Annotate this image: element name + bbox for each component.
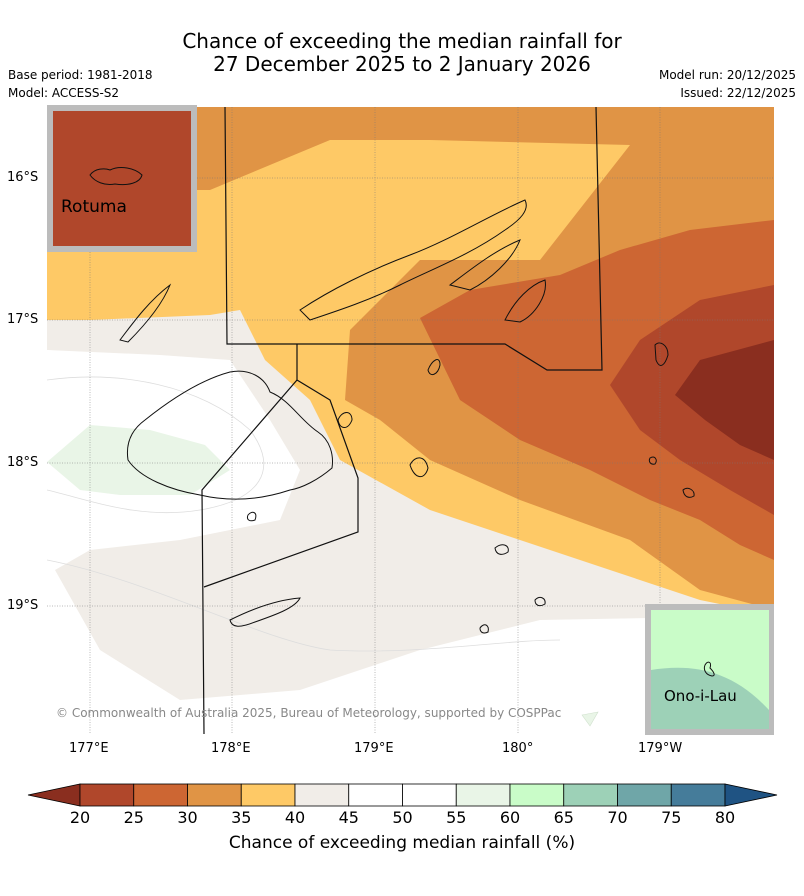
- model-name: Model: ACCESS-S2: [8, 86, 120, 100]
- ono-i-lau-inset: [645, 604, 774, 735]
- contour-line: [47, 376, 265, 514]
- colorbar-tick-label: 80: [714, 808, 736, 827]
- colorbar-tick-label: 20: [69, 808, 91, 827]
- band-25-30: [420, 220, 774, 560]
- band-below-20: [675, 340, 774, 460]
- model-run: Model run: 20/12/2025: [658, 68, 796, 82]
- issued-date: Issued: 22/12/2025: [680, 86, 796, 100]
- island-small: [534, 596, 546, 607]
- colorbar-swatch: [455, 783, 511, 807]
- region-boundaries: [201, 107, 603, 734]
- colorbar-tick-label: 25: [123, 808, 144, 827]
- rotuma-inset: [47, 105, 197, 252]
- colorbar-tick-label: 55: [446, 808, 467, 827]
- colorbar-swatch: [187, 783, 242, 807]
- colorbar-tick-label: 60: [499, 808, 521, 827]
- title-line-2: 27 December 2025 to 2 January 2026: [213, 52, 591, 76]
- lat-label: 19°S: [7, 598, 39, 613]
- island-small: [247, 511, 257, 522]
- lakeba: [654, 342, 669, 366]
- green-speck: [581, 711, 599, 727]
- island-small: [427, 359, 441, 376]
- ono-island: [703, 661, 715, 677]
- yasawa: [119, 283, 172, 343]
- colorbar-extend-high: [724, 783, 778, 807]
- colorbar-swatch: [348, 783, 403, 807]
- colorbar-swatch: [133, 783, 188, 807]
- colorbar-tick-label: 30: [177, 808, 198, 827]
- island-small: [494, 544, 509, 555]
- colorbar-swatch: [402, 783, 457, 807]
- colorbar-swatch: [563, 783, 618, 807]
- ono-inset-fill-dark: [651, 667, 769, 729]
- colorbar-swatch: [240, 783, 296, 807]
- lon-label: 177°E: [69, 741, 109, 756]
- colorbar-swatch: [670, 783, 726, 807]
- colorbar-extend-low: [27, 783, 81, 807]
- title-line-1: Chance of exceeding the median rainfall …: [182, 29, 622, 53]
- colorbar-tick-label: 40: [284, 808, 306, 827]
- colorbar: [27, 783, 778, 807]
- colorbar-swatch: [294, 783, 350, 807]
- rotuma-inset-fill: [53, 111, 191, 246]
- island-small: [409, 457, 429, 478]
- meta-right: Model run: 20/12/2025 Issued: 22/12/2025: [659, 66, 796, 102]
- colorbar-tick-label: 35: [231, 808, 252, 827]
- colorbar-tick-label: 50: [392, 808, 413, 827]
- colorbar-tick-label: 75: [661, 808, 682, 827]
- island-small: [682, 487, 695, 498]
- island-small: [648, 456, 657, 465]
- colorbar-title: Chance of exceeding median rainfall (%): [228, 833, 576, 853]
- kadavu: [229, 597, 301, 627]
- colorbar-tick-label: 70: [607, 808, 628, 827]
- taveuni: [448, 239, 521, 291]
- rotuma-label: Rotuma: [61, 197, 127, 217]
- lat-label: 16°S: [7, 170, 39, 185]
- island-small: [479, 624, 489, 634]
- band-55-60: [47, 425, 230, 495]
- viti-levu: [126, 370, 333, 500]
- islands: [119, 199, 695, 634]
- lon-label: 178°E: [211, 741, 251, 756]
- colorbar-swatch: [617, 783, 672, 807]
- map-title: Chance of exceeding the median rainfall …: [0, 30, 804, 76]
- qamea: [504, 279, 546, 323]
- copyright-notice: © Commonwealth of Australia 2025, Bureau…: [56, 706, 562, 720]
- colorbar-tick-label: 65: [553, 808, 574, 827]
- lon-label: 179°W: [638, 741, 683, 756]
- lat-label: 17°S: [7, 312, 39, 327]
- island-small: [337, 412, 353, 428]
- base-period: Base period: 1981-2018: [8, 68, 153, 82]
- meta-left: Base period: 1981-2018 Model: ACCESS-S2: [8, 66, 153, 102]
- colorbar-tick-label: 45: [338, 808, 359, 827]
- colorbar-swatch: [509, 783, 565, 807]
- contour-line: [47, 559, 561, 652]
- vanua-levu: [299, 199, 527, 321]
- rotuma-island: [89, 167, 143, 186]
- ono-i-lau-label: Ono-i-Lau: [664, 687, 737, 705]
- colorbar-swatch: [79, 783, 135, 807]
- lat-label: 18°S: [7, 455, 39, 470]
- lon-label: 179°E: [354, 741, 394, 756]
- lon-label: 180°: [502, 741, 534, 756]
